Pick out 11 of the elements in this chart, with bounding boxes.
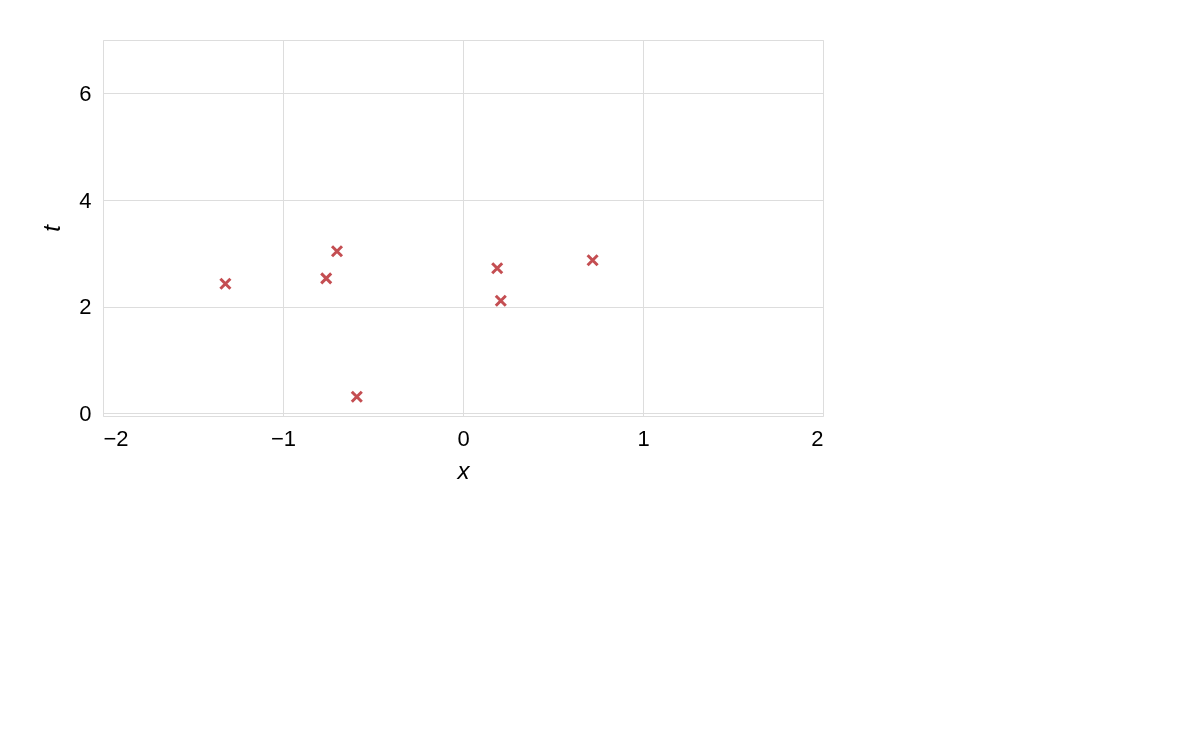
y-tick-label: 0 bbox=[79, 400, 92, 426]
x-tick-label: 0 bbox=[457, 425, 470, 451]
x-tick-label: 2 bbox=[811, 425, 824, 451]
x-tick-label: −2 bbox=[103, 425, 129, 451]
y-tick-label: 2 bbox=[79, 294, 92, 320]
x-tick-label: −1 bbox=[270, 425, 297, 451]
x-axis-title: x bbox=[456, 456, 471, 484]
x-tick-label: 1 bbox=[637, 425, 650, 451]
y-tick-label: 4 bbox=[79, 187, 92, 213]
y-tick-label: 6 bbox=[79, 80, 92, 106]
y-axis-title: t bbox=[38, 223, 66, 232]
